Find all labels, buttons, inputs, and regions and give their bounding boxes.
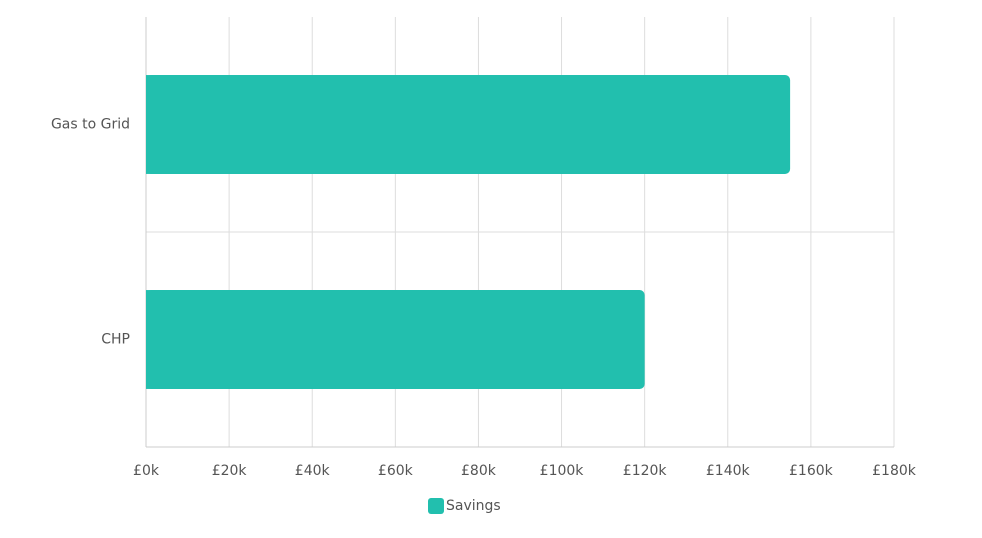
- x-tick-label: £100k: [540, 463, 585, 479]
- x-tick-label: £120k: [623, 463, 668, 479]
- legend-swatch: [428, 498, 444, 514]
- x-tick-label: £40k: [295, 463, 331, 479]
- y-tick-label: Gas to Grid: [51, 117, 130, 133]
- x-tick-label: £20k: [212, 463, 248, 479]
- x-tick-label: £80k: [461, 463, 497, 479]
- y-tick-label: CHP: [101, 332, 130, 348]
- bar: [146, 290, 645, 389]
- bar-base: [146, 75, 154, 174]
- x-tick-label: £140k: [706, 463, 751, 479]
- bar: [146, 75, 791, 174]
- x-tick-label: £0k: [133, 463, 160, 479]
- x-tick-label: £60k: [378, 463, 414, 479]
- legend-label: Savings: [446, 498, 501, 514]
- bar-base: [146, 290, 154, 389]
- x-tick-label: £160k: [789, 463, 834, 479]
- x-tick-label: £180k: [872, 463, 917, 479]
